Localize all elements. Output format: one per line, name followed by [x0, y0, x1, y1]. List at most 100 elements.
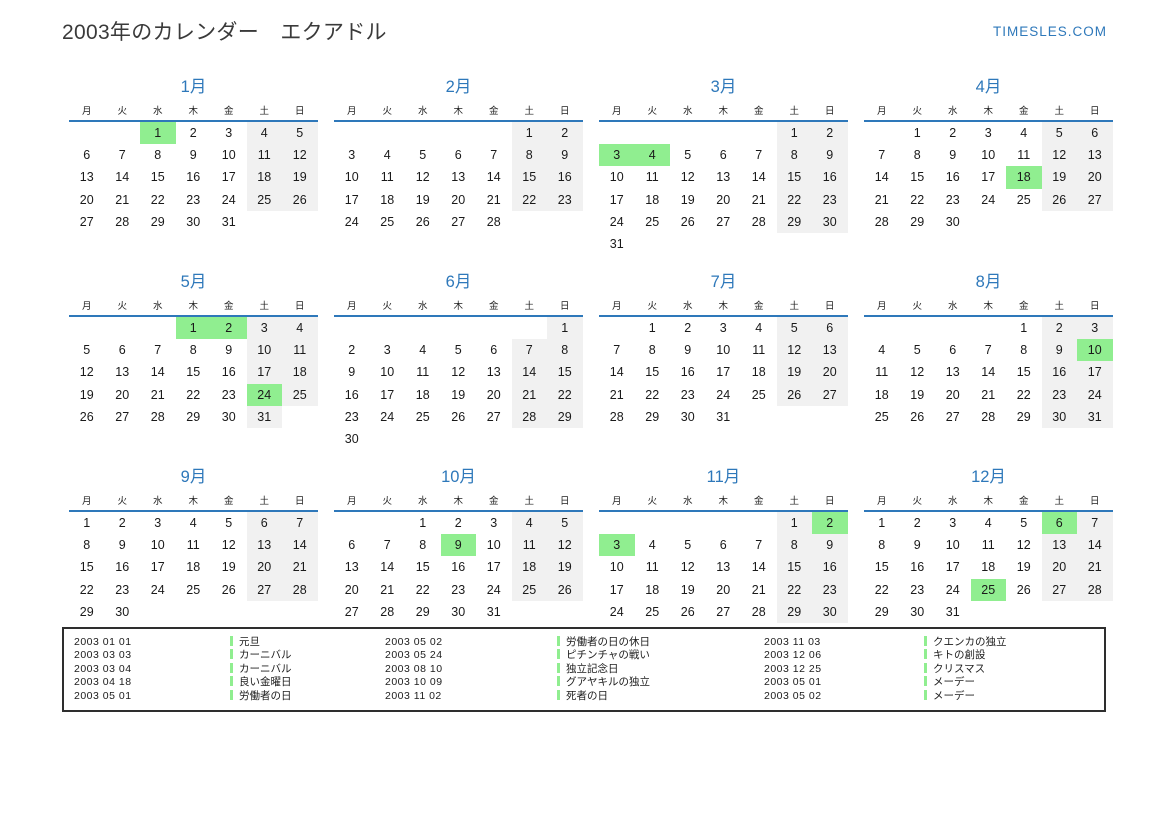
holiday-name: クエンカの独立 — [924, 635, 1104, 649]
day-cell: 8 — [1020, 343, 1028, 358]
holiday-marker-icon — [557, 662, 560, 673]
holiday-name: 死者の日 — [557, 689, 740, 703]
day-cell: 19 — [910, 387, 925, 402]
days-grid: 1 2 3 4 5 6 7 8 9 10 11 12 13 14 15 16 17 18 19 20 21 22 23 24 2… — [334, 512, 583, 623]
month-5: 5月月火水木金土日 1 2 3 4 5 6 7 8 9 10 11 12 13 14 15 16 17 18 19 20… — [69, 270, 318, 465]
day-cell: 27 — [344, 604, 359, 619]
day-cell: 12 — [79, 365, 94, 380]
empty-cell — [599, 512, 635, 534]
month-divider — [599, 315, 848, 317]
empty-cell — [334, 317, 370, 339]
weekday-label: 日 — [1089, 106, 1100, 117]
day-cell: 18 — [415, 387, 430, 402]
holiday-name-text: 良い金曜日 — [239, 676, 292, 689]
empty-cell — [635, 512, 671, 534]
site-logo-link[interactable]: TIMESLES.COM — [992, 24, 1107, 39]
holiday-name: 元旦 — [230, 635, 375, 649]
day-cell: 15 — [511, 166, 547, 189]
month-title: 1月 — [180, 78, 207, 96]
day-cell: 22 — [645, 387, 660, 402]
day-cell: 25 — [186, 582, 201, 597]
day-cell: 30 — [680, 409, 695, 424]
day-cell: 8 — [913, 148, 921, 163]
holiday-marker-icon — [230, 662, 233, 673]
day-cell: 14 — [511, 361, 547, 384]
day-cell: 20 — [716, 192, 731, 207]
day-cell: 4 — [511, 512, 547, 535]
weekday-label: 土 — [1054, 496, 1064, 507]
days-grid: 1 2 3 4 5 6 7 8 9 10 11 12 13 14 15 16 17 18 19 20 21 22 23 24 2… — [599, 512, 848, 623]
legend-group: 2003 01 01 元旦 2003 03 03 カーニバル 2003 03 04 カーニ… — [74, 635, 375, 703]
day-cell: 29 — [776, 600, 812, 623]
weekday-label: 火 — [647, 301, 657, 312]
month-1: 1月月火水木金土日 1 2 3 4 5 6 7 8 9 10 11 12 13 14 15 16 17 18 19 20… — [69, 75, 318, 270]
day-cell: 3 — [348, 148, 356, 163]
day-cell: 8 — [648, 343, 656, 358]
day-cell: 9 — [547, 144, 583, 167]
day-cell: 27 — [451, 214, 466, 229]
day-cell: 27 — [115, 409, 130, 424]
day-cell: 7 — [154, 343, 162, 358]
holiday-day-cell: 1 — [140, 122, 176, 145]
weekday-label: 火 — [117, 301, 127, 312]
month-12: 12月月火水木金土日 1 2 3 4 5 6 7 8 9 10 11 12 13 14 15 16 17 18 19 2… — [864, 465, 1113, 623]
holiday-name-text: ピチンチャの戦い — [566, 649, 650, 662]
day-cell: 19 — [680, 192, 695, 207]
weekday-label: 木 — [188, 301, 198, 312]
day-cell: 11 — [186, 538, 200, 553]
day-cell: 24 — [344, 214, 359, 229]
holiday-day-cell: 24 — [246, 383, 282, 406]
day-cell: 6 — [719, 538, 727, 553]
day-cell: 9 — [348, 365, 356, 380]
day-cell: 19 — [451, 387, 466, 402]
day-cell: 16 — [812, 166, 848, 189]
day-cell: 5 — [225, 516, 233, 531]
day-cell: 16 — [186, 170, 201, 185]
day-cell: 7 — [613, 343, 621, 358]
month-divider — [69, 315, 318, 317]
day-cell: 14 — [981, 365, 996, 380]
month-11: 11月月火水木金土日 1 2 3 4 5 6 7 8 9 10 11 12 13 14 15 16 17 18 19 2… — [599, 465, 848, 623]
day-cell: 6 — [949, 343, 957, 358]
day-cell: 12 — [776, 339, 812, 362]
day-cell: 6 — [246, 512, 282, 535]
day-cell: 21 — [115, 192, 130, 207]
day-cell: 11 — [645, 170, 659, 185]
day-cell: 31 — [221, 214, 236, 229]
day-cell: 20 — [1077, 166, 1113, 189]
day-cell: 10 — [609, 560, 624, 575]
month-title: 6月 — [445, 273, 472, 291]
day-cell: 17 — [609, 192, 624, 207]
empty-cell — [971, 317, 1007, 339]
holiday-marker-icon — [557, 635, 560, 646]
weekday-label: 月 — [876, 496, 887, 507]
weekday-label: 月 — [81, 106, 92, 117]
holiday-marker-icon — [924, 676, 927, 687]
day-cell: 18 — [751, 365, 766, 380]
day-cell: 19 — [1016, 560, 1031, 575]
month-divider — [864, 315, 1113, 317]
holiday-date: 2003 05 24 — [385, 649, 443, 662]
day-cell: 22 — [150, 192, 165, 207]
holiday-name: カーニバル — [230, 649, 375, 662]
day-cell: 15 — [776, 166, 812, 189]
day-cell: 9 — [913, 538, 921, 553]
day-cell: 23 — [680, 387, 695, 402]
weekday-label: 日 — [1089, 496, 1100, 507]
day-cell: 21 — [874, 192, 889, 207]
day-cell: 31 — [609, 237, 624, 252]
day-cell: 24 — [981, 192, 996, 207]
day-cell: 7 — [118, 148, 126, 163]
holiday-date: 2003 12 25 — [764, 662, 822, 675]
holiday-name-text: カーニバル — [239, 662, 292, 675]
holiday-date: 2003 12 06 — [764, 649, 822, 662]
weekday-label: 火 — [382, 301, 392, 312]
day-cell: 12 — [221, 538, 236, 553]
day-cell: 9 — [1041, 339, 1077, 362]
day-cell: 26 — [910, 409, 925, 424]
holiday-name-text: カーニバル — [239, 649, 292, 662]
legend-groups: 2003 01 01 元旦 2003 03 03 カーニバル 2003 03 04 カーニ… — [64, 629, 1104, 710]
day-cell: 1 — [419, 516, 427, 531]
holiday-marker-icon — [230, 676, 233, 687]
weekday-label: 金 — [488, 496, 499, 507]
